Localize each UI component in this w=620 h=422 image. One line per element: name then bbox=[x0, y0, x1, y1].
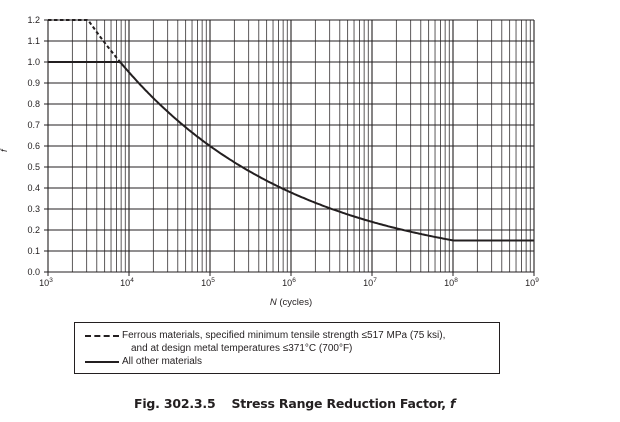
x-axis-label: N (cycles) bbox=[270, 297, 312, 308]
x-tick-label: 105 bbox=[201, 277, 215, 288]
legend-item-ferrous-line2: and at design metal temperatures ≤371°C … bbox=[131, 343, 352, 355]
legend-label: and at design metal temperatures ≤371°C … bbox=[131, 343, 353, 354]
figure-symbol: f bbox=[449, 396, 456, 411]
horizontal-gridlines bbox=[44, 19, 534, 273]
legend-item-ferrous: Ferrous materials, specified minimum ten… bbox=[85, 330, 445, 342]
x-tick-label: 103 bbox=[39, 277, 53, 288]
y-tick-label: 1.1 bbox=[27, 36, 40, 46]
y-tick-label: 0.9 bbox=[27, 78, 40, 88]
legend: Ferrous materials, specified minimum ten… bbox=[74, 322, 500, 374]
series-all-other-solid-line bbox=[48, 61, 534, 242]
legend-item-other: All other materials bbox=[85, 356, 202, 368]
y-tick-label: 0.2 bbox=[27, 225, 40, 235]
y-tick-label: 0.3 bbox=[27, 204, 40, 214]
x-tick-label: 109 bbox=[525, 277, 539, 288]
legend-dashed-swatch bbox=[85, 335, 119, 337]
legend-solid-swatch bbox=[85, 361, 119, 363]
y-tick-label: 0.4 bbox=[27, 183, 40, 193]
figure-caption: Fig. 302.3.5 Stress Range Reduction Facto… bbox=[134, 396, 455, 411]
y-tick-label: 1.0 bbox=[27, 57, 40, 67]
y-tick-label: 0.5 bbox=[27, 162, 40, 172]
chart-plot: 0.00.10.20.30.40.50.60.70.80.91.01.11.2 … bbox=[0, 15, 539, 308]
series-ferrous-dashed-line bbox=[48, 19, 121, 63]
y-tick-label: 0.6 bbox=[27, 141, 40, 151]
y-tick-labels: 0.0 0.1 0.2 0.3 0.4 0.5 0.6 0.7 0.8 0.9 1.0 1.1 1.2 bbox=[27, 15, 40, 277]
y-tick-label: 0.0 bbox=[27, 267, 40, 277]
y-tick-label: 0.7 bbox=[27, 120, 40, 130]
y-tick-label: 0.1 bbox=[27, 246, 40, 256]
x-tick-label: 106 bbox=[282, 277, 296, 288]
y-tick-label: 0.8 bbox=[27, 99, 40, 109]
legend-label: All other materials bbox=[122, 356, 203, 367]
x-tick-label: 107 bbox=[363, 277, 377, 288]
x-tick-labels: 103 104 105 106 107 108 109 bbox=[39, 272, 539, 288]
x-tick-label: 104 bbox=[120, 277, 134, 288]
x-tick-label: 108 bbox=[444, 277, 458, 288]
figure-title: Stress Range Reduction Factor, bbox=[231, 396, 450, 411]
y-tick-label: 1.2 bbox=[27, 15, 40, 25]
figure-number: Fig. 302.3.5 bbox=[134, 396, 216, 411]
series-lines bbox=[48, 19, 534, 242]
legend-label: Ferrous materials, specified minimum ten… bbox=[122, 330, 446, 341]
y-axis-label: f bbox=[0, 148, 10, 152]
